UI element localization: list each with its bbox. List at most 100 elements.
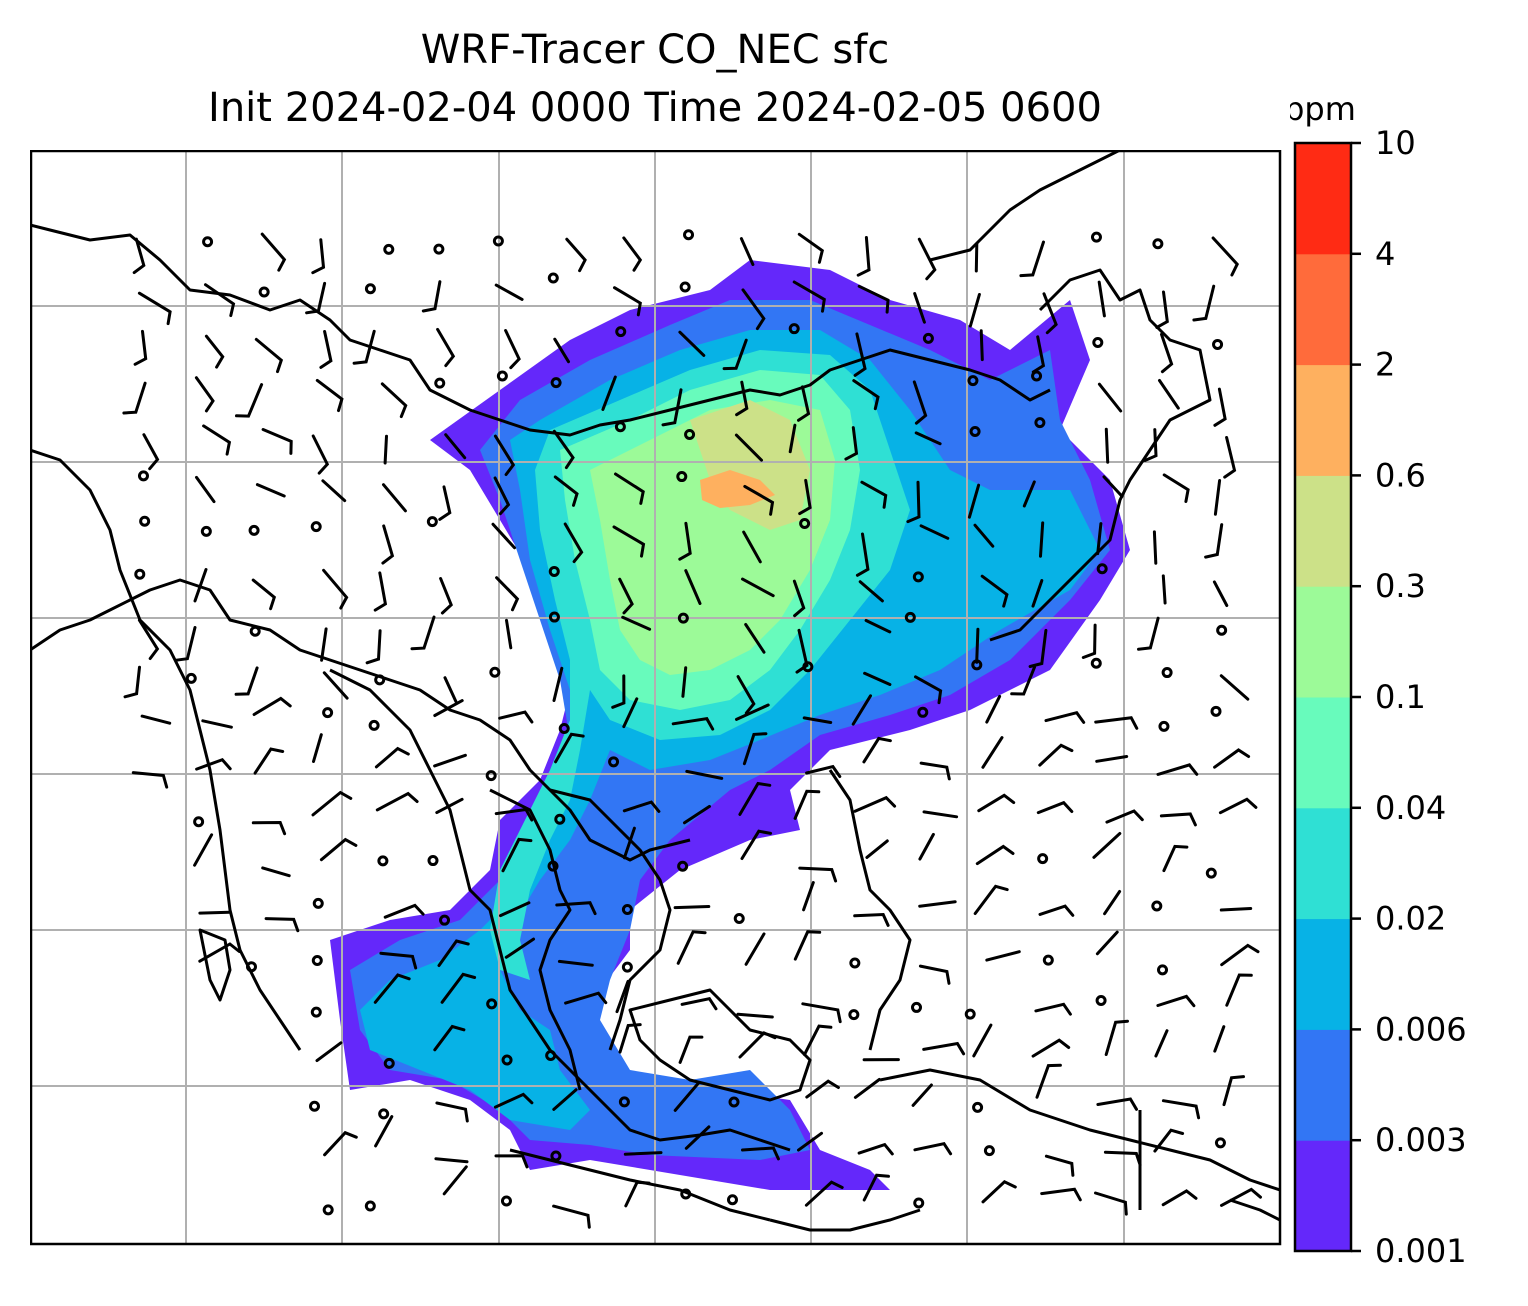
wind-barb [919, 761, 951, 781]
wind-barb [494, 283, 524, 301]
wind-barb [678, 1035, 704, 1064]
wind-barb [853, 332, 867, 377]
wind-barb [383, 903, 425, 919]
calm-wind-circle [550, 377, 562, 389]
wind-barbs [122, 232, 1262, 1229]
calm-wind-circle [368, 719, 380, 731]
wind-barb [123, 665, 141, 699]
wind-barb [919, 524, 950, 540]
wind-barb [493, 1092, 534, 1109]
wind-barb [352, 329, 376, 365]
wind-barb [311, 790, 353, 817]
wind-barb [194, 376, 215, 413]
wind-barb [1211, 236, 1239, 277]
wind-barb [805, 764, 842, 778]
calm-wind-circle [496, 370, 508, 382]
colorbar-tick-label: 4 [1375, 235, 1395, 273]
calm-wind-circle [554, 813, 566, 825]
coastlines [30, 150, 1280, 1232]
wind-barb [1028, 628, 1048, 668]
calm-wind-circle [614, 421, 626, 433]
colorbar-tick-label: 0.04 [1375, 789, 1446, 827]
wind-barb [193, 833, 214, 867]
wind-barb [204, 334, 225, 369]
calm-wind-circle [558, 723, 570, 735]
wind-barb [1213, 748, 1251, 769]
wind-barb [788, 423, 797, 454]
wind-barb [805, 1079, 840, 1099]
wind-barb [1222, 1075, 1245, 1107]
wind-barb [612, 525, 646, 558]
wind-barb [434, 1157, 469, 1164]
calm-wind-circle [971, 659, 983, 671]
calm-wind-circle [911, 1001, 923, 1013]
wind-barb [973, 884, 1009, 915]
wind-barb [253, 747, 285, 775]
wind-barb [444, 433, 467, 460]
wind-barb [981, 736, 1004, 769]
wind-barb [1081, 623, 1097, 659]
wind-barb [319, 837, 358, 862]
wind-barb [375, 791, 419, 812]
wind-barb [863, 671, 892, 686]
colorbar-swatch [1295, 1029, 1351, 1141]
colorbar-swatch [1295, 364, 1351, 476]
wind-barb [1036, 800, 1074, 815]
calm-wind-circle [378, 1108, 390, 1120]
wind-barb [311, 434, 330, 475]
calm-wind-circle [912, 571, 924, 583]
wind-barb [1039, 521, 1045, 558]
wind-barb [564, 991, 608, 1005]
calm-wind-circle [1212, 338, 1224, 350]
calm-wind-circle [1031, 370, 1043, 382]
colorbar-tick-label: 0.006 [1375, 1010, 1467, 1048]
wind-barb [985, 694, 1002, 724]
calm-wind-circle [310, 521, 322, 533]
calm-wind-circle [500, 1195, 512, 1207]
wind-barb [201, 719, 233, 729]
wind-barb [1192, 284, 1216, 322]
calm-wind-circle [310, 1006, 322, 1018]
wind-barb [739, 237, 755, 266]
wind-barb [553, 337, 570, 364]
wind-barb [491, 522, 516, 550]
wind-barb [973, 523, 995, 548]
wind-barb [795, 628, 809, 674]
wind-barb [735, 703, 770, 721]
wind-barb [1219, 907, 1253, 912]
wind-barb [1161, 574, 1167, 605]
wind-barb [1096, 1097, 1138, 1111]
calm-wind-circle [258, 286, 270, 298]
calm-wind-circle [1095, 994, 1107, 1006]
calm-wind-circle [193, 816, 205, 828]
calm-wind-circle [799, 518, 811, 530]
wind-barb [734, 433, 763, 462]
wind-barb [131, 771, 169, 789]
wind-barb [373, 571, 388, 612]
wind-barb [614, 472, 645, 505]
calm-wind-circle [788, 323, 800, 335]
colorbar-tick-label: 0.6 [1375, 456, 1426, 494]
wind-barb [802, 716, 833, 724]
wind-barb [1094, 716, 1139, 730]
wind-barb [851, 694, 872, 726]
colorbar-frame [1293, 141, 1353, 1253]
wind-barb [410, 615, 436, 651]
wind-barb [493, 476, 511, 516]
calm-wind-circle [383, 1057, 395, 1069]
wind-barb [1042, 292, 1058, 335]
calm-wind-circle [676, 471, 688, 483]
wind-barb [865, 839, 889, 859]
wind-barb [379, 951, 418, 970]
calm-wind-circle [848, 1009, 860, 1021]
wind-barb [681, 666, 688, 698]
calm-wind-circle [913, 1197, 925, 1209]
wind-barb [1159, 812, 1197, 827]
wind-barb [554, 732, 585, 764]
calm-wind-markers [134, 229, 1228, 1216]
calm-wind-circle [137, 470, 149, 482]
wind-barb [443, 676, 458, 703]
colorbar-tick-label: 0.003 [1375, 1121, 1467, 1159]
calm-wind-circle [1090, 231, 1102, 243]
wind-barb [501, 837, 533, 873]
